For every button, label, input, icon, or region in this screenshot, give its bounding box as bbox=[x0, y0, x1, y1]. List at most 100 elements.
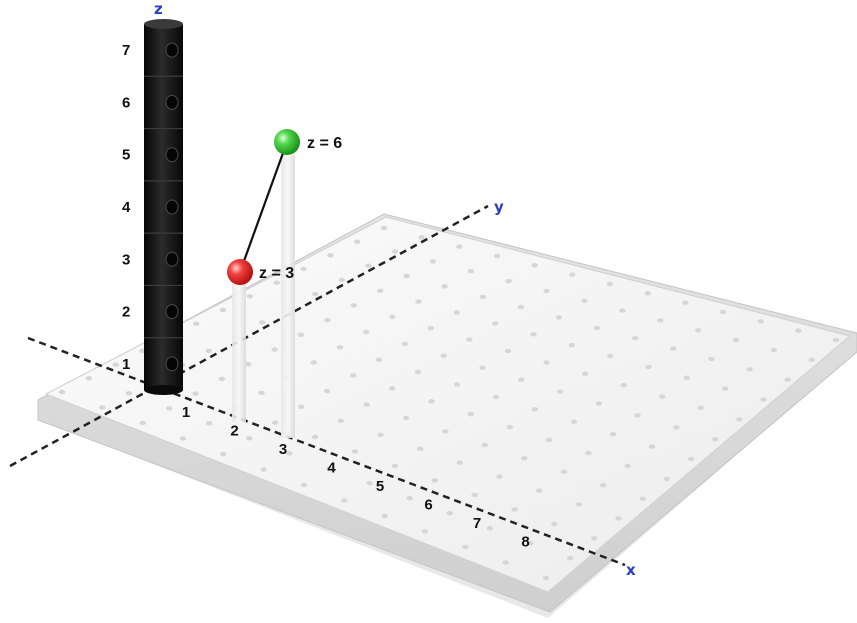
peg bbox=[619, 308, 626, 313]
peg bbox=[560, 469, 567, 474]
peg bbox=[112, 362, 119, 367]
peg bbox=[401, 341, 409, 347]
z-axis-label: z bbox=[154, 0, 163, 18]
peg bbox=[526, 541, 534, 546]
peg bbox=[440, 353, 447, 358]
x-tick-label: 4 bbox=[327, 460, 336, 477]
tower-cube-hole bbox=[165, 42, 179, 58]
peg bbox=[427, 326, 435, 331]
peg bbox=[415, 299, 422, 304]
peg bbox=[206, 421, 213, 426]
tower-cube-hole bbox=[165, 94, 179, 110]
peg bbox=[493, 253, 501, 259]
peg bbox=[179, 436, 187, 441]
peg bbox=[297, 332, 305, 337]
peg bbox=[615, 516, 622, 521]
peg bbox=[687, 456, 695, 462]
peg bbox=[697, 405, 704, 411]
peg bbox=[568, 342, 575, 348]
peg bbox=[808, 357, 815, 362]
x-tick-label: 6 bbox=[424, 497, 432, 514]
peg bbox=[286, 451, 293, 456]
peg bbox=[536, 488, 543, 493]
peg bbox=[531, 407, 539, 412]
tower-bottom bbox=[144, 385, 183, 395]
peg bbox=[784, 377, 791, 382]
peg bbox=[770, 347, 778, 353]
peg bbox=[479, 294, 486, 299]
peg bbox=[354, 239, 361, 244]
peg bbox=[271, 347, 278, 352]
y-axis-line bbox=[9, 204, 489, 468]
x-tick-label: 5 bbox=[376, 478, 384, 495]
peg bbox=[502, 560, 509, 565]
z-tick-label: 2 bbox=[122, 304, 130, 321]
peg bbox=[471, 492, 478, 498]
peg bbox=[708, 356, 715, 362]
peg bbox=[389, 314, 396, 319]
peg bbox=[591, 536, 598, 541]
z-tick-label: 7 bbox=[122, 42, 130, 59]
peg bbox=[760, 397, 767, 402]
peg bbox=[421, 529, 429, 534]
peg bbox=[492, 394, 500, 400]
peg bbox=[414, 369, 422, 375]
peg bbox=[639, 496, 646, 501]
peg bbox=[620, 383, 627, 388]
peg bbox=[505, 278, 512, 284]
peg bbox=[663, 476, 670, 481]
peg bbox=[324, 317, 331, 323]
peg bbox=[506, 424, 514, 430]
peg bbox=[567, 556, 574, 561]
peg bbox=[349, 373, 357, 378]
peg bbox=[417, 446, 424, 451]
peg bbox=[428, 399, 435, 404]
peg bbox=[58, 389, 66, 395]
peg bbox=[481, 442, 489, 448]
peg bbox=[456, 244, 463, 249]
peg bbox=[530, 332, 537, 337]
peg bbox=[431, 478, 438, 483]
peg bbox=[479, 365, 486, 370]
peg bbox=[193, 321, 200, 326]
peg bbox=[363, 402, 370, 407]
peg bbox=[406, 496, 413, 501]
peg bbox=[546, 437, 553, 443]
peg bbox=[682, 300, 689, 305]
peg bbox=[581, 371, 589, 376]
peg bbox=[219, 307, 227, 313]
peg bbox=[670, 346, 677, 351]
peg bbox=[581, 298, 588, 303]
peg bbox=[380, 225, 388, 231]
peg bbox=[377, 288, 384, 293]
peg bbox=[336, 345, 344, 350]
peg bbox=[832, 337, 840, 343]
peg bbox=[205, 348, 212, 353]
peg bbox=[125, 391, 133, 396]
peg bbox=[456, 460, 463, 465]
peg bbox=[246, 436, 253, 441]
peg bbox=[462, 544, 469, 550]
peg bbox=[298, 404, 305, 409]
peg bbox=[543, 288, 550, 294]
peg bbox=[310, 360, 317, 365]
peg bbox=[260, 467, 267, 472]
x-axis-line bbox=[27, 336, 626, 567]
peg bbox=[722, 386, 729, 391]
peg bbox=[272, 420, 279, 425]
pole-red bbox=[232, 284, 246, 422]
peg bbox=[511, 507, 518, 512]
peg bbox=[402, 415, 410, 421]
peg bbox=[365, 263, 372, 268]
peg bbox=[556, 389, 564, 394]
peg bbox=[312, 291, 319, 297]
peg bbox=[634, 413, 641, 418]
z-tick-label: 3 bbox=[122, 251, 130, 268]
peg bbox=[300, 266, 307, 272]
peg bbox=[585, 450, 592, 456]
peg bbox=[467, 269, 474, 274]
peg bbox=[719, 309, 727, 315]
peg bbox=[683, 375, 690, 380]
peg bbox=[569, 272, 576, 277]
peg bbox=[99, 405, 106, 410]
